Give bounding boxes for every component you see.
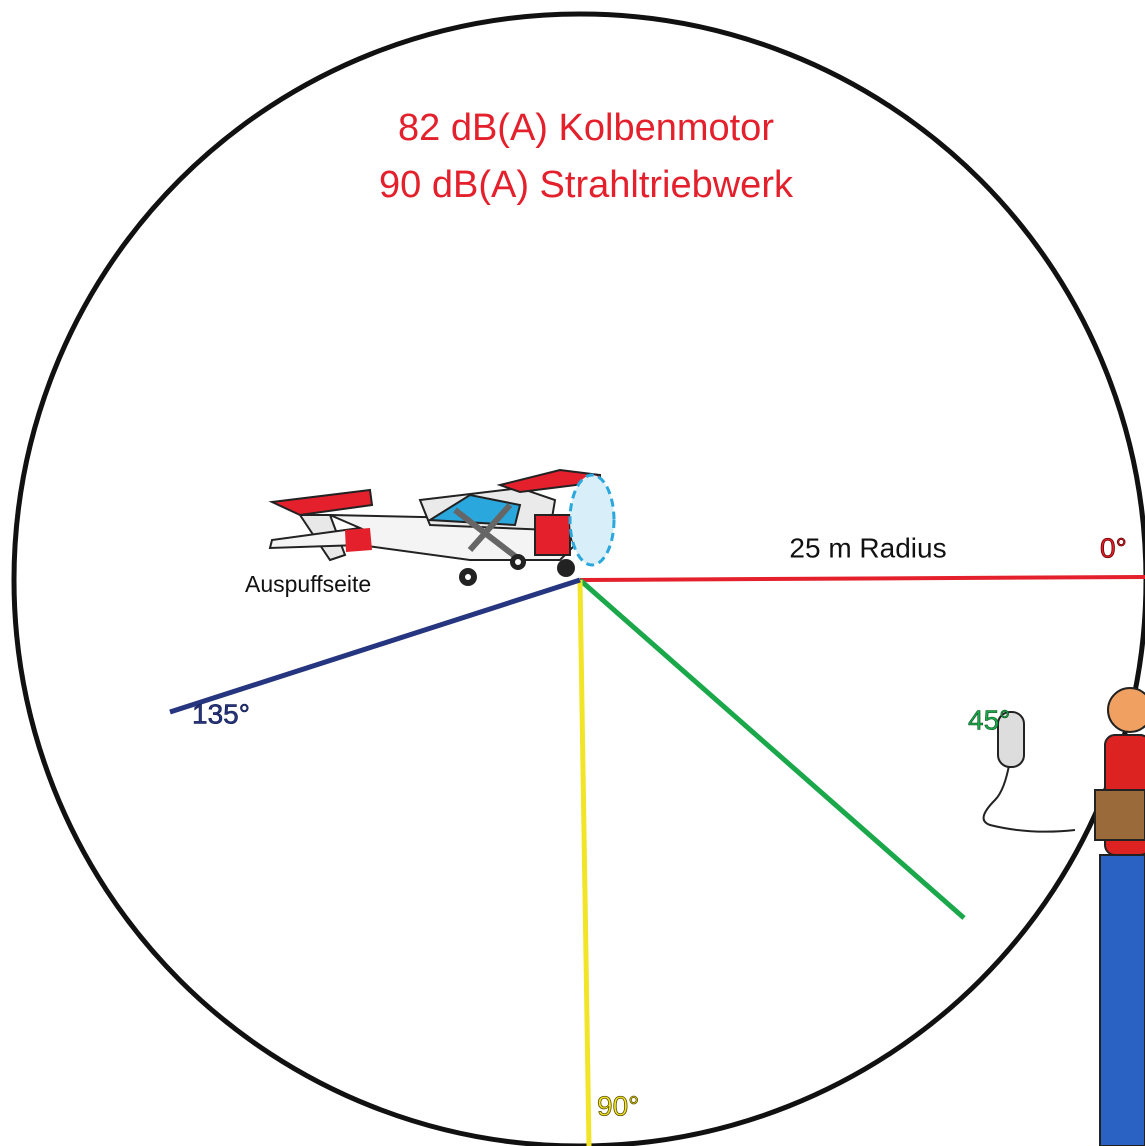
exhaust-label: Auspuffseite xyxy=(245,571,371,597)
title-line-2: 90 dB(A) Strahltriebwerk xyxy=(379,164,794,206)
line-135 xyxy=(170,580,580,712)
line-90 xyxy=(580,580,589,1146)
angle-45: 45° xyxy=(968,704,1010,735)
angle-90: 90° xyxy=(597,1090,639,1121)
line-0 xyxy=(580,577,1145,580)
angle-135: 135° xyxy=(192,698,250,729)
angle-0: 0° xyxy=(1100,532,1127,563)
radius-label: 25 m Radius xyxy=(789,532,946,563)
line-45 xyxy=(580,580,964,918)
measurement-person xyxy=(984,688,1145,1146)
title-line-1: 82 dB(A) Kolbenmotor xyxy=(398,107,774,149)
diagram: 82 dB(A) Kolbenmotor 90 dB(A) Strahltrie… xyxy=(0,0,1145,1146)
airplane xyxy=(270,470,614,586)
